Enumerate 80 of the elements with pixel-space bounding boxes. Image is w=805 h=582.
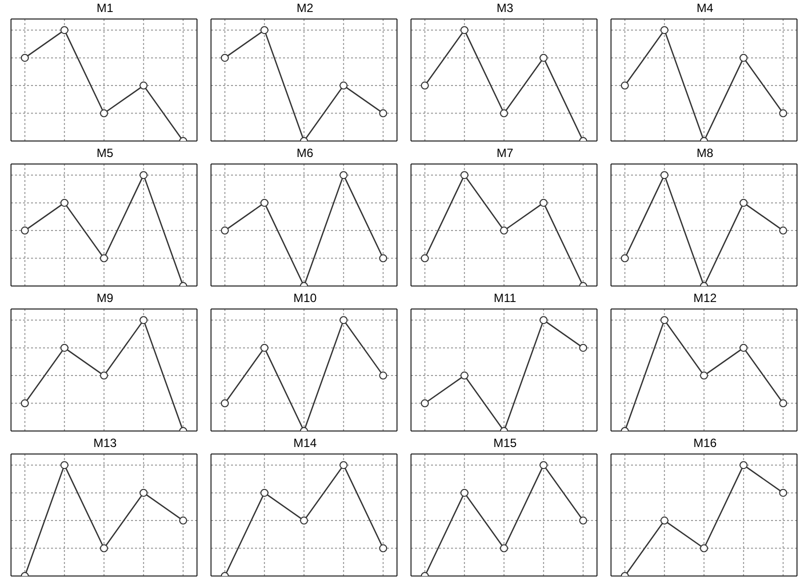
point xyxy=(20,54,29,62)
point xyxy=(340,82,348,90)
point xyxy=(379,544,388,552)
chart-title: M5 xyxy=(96,146,114,160)
point xyxy=(579,344,588,352)
point xyxy=(500,544,508,552)
point xyxy=(379,254,388,262)
point xyxy=(140,82,148,90)
point xyxy=(420,82,429,90)
point xyxy=(379,372,388,380)
chart-title: M3 xyxy=(496,1,514,15)
chart-title: M7 xyxy=(496,146,514,160)
chart-title: M12 xyxy=(692,291,718,305)
chart-title: M15 xyxy=(492,436,518,450)
point xyxy=(660,26,668,34)
point xyxy=(100,372,108,380)
point xyxy=(540,198,548,207)
point xyxy=(260,488,268,497)
chart-title: M11 xyxy=(492,291,518,305)
point xyxy=(779,399,788,408)
point xyxy=(460,372,468,380)
point xyxy=(660,316,668,324)
point xyxy=(60,344,68,352)
point xyxy=(740,54,748,62)
point xyxy=(220,54,229,62)
point xyxy=(300,516,308,525)
point xyxy=(660,171,668,180)
point xyxy=(420,399,429,408)
point xyxy=(700,372,708,380)
point xyxy=(460,171,468,180)
point xyxy=(340,316,348,324)
point xyxy=(660,516,668,525)
point xyxy=(620,82,629,90)
chart-title: M2 xyxy=(296,1,314,15)
point xyxy=(179,516,188,525)
point xyxy=(340,461,348,470)
point xyxy=(60,26,68,34)
point xyxy=(460,488,468,497)
chart-title: M13 xyxy=(92,436,118,450)
point xyxy=(740,461,748,470)
chart-title: M8 xyxy=(696,146,714,160)
chart-title: M9 xyxy=(96,291,114,305)
point xyxy=(620,254,629,262)
point xyxy=(420,254,429,262)
point xyxy=(220,226,229,235)
point xyxy=(60,198,68,207)
point xyxy=(579,516,588,525)
point xyxy=(540,54,548,62)
point xyxy=(100,109,108,118)
point xyxy=(140,316,148,324)
point xyxy=(540,461,548,470)
chart-title: M16 xyxy=(692,436,718,450)
point xyxy=(700,544,708,552)
point xyxy=(779,226,788,235)
point xyxy=(220,399,229,408)
point xyxy=(779,109,788,118)
point xyxy=(340,171,348,180)
point xyxy=(140,488,148,497)
chart-title: M14 xyxy=(292,436,318,450)
point xyxy=(140,171,148,180)
point xyxy=(100,544,108,552)
point xyxy=(260,344,268,352)
chart-title: M1 xyxy=(96,1,114,15)
point xyxy=(260,198,268,207)
chart-title: M6 xyxy=(296,146,314,160)
point xyxy=(20,226,29,235)
chart-title: M10 xyxy=(292,291,318,305)
point xyxy=(740,344,748,352)
point xyxy=(20,399,29,408)
chart-title: M4 xyxy=(696,1,714,15)
point xyxy=(779,488,788,497)
point xyxy=(379,109,388,118)
point xyxy=(500,226,508,235)
point xyxy=(540,316,548,324)
point xyxy=(740,198,748,207)
point xyxy=(460,26,468,34)
point xyxy=(100,254,108,262)
point xyxy=(500,109,508,118)
point xyxy=(260,26,268,34)
point xyxy=(60,461,68,470)
